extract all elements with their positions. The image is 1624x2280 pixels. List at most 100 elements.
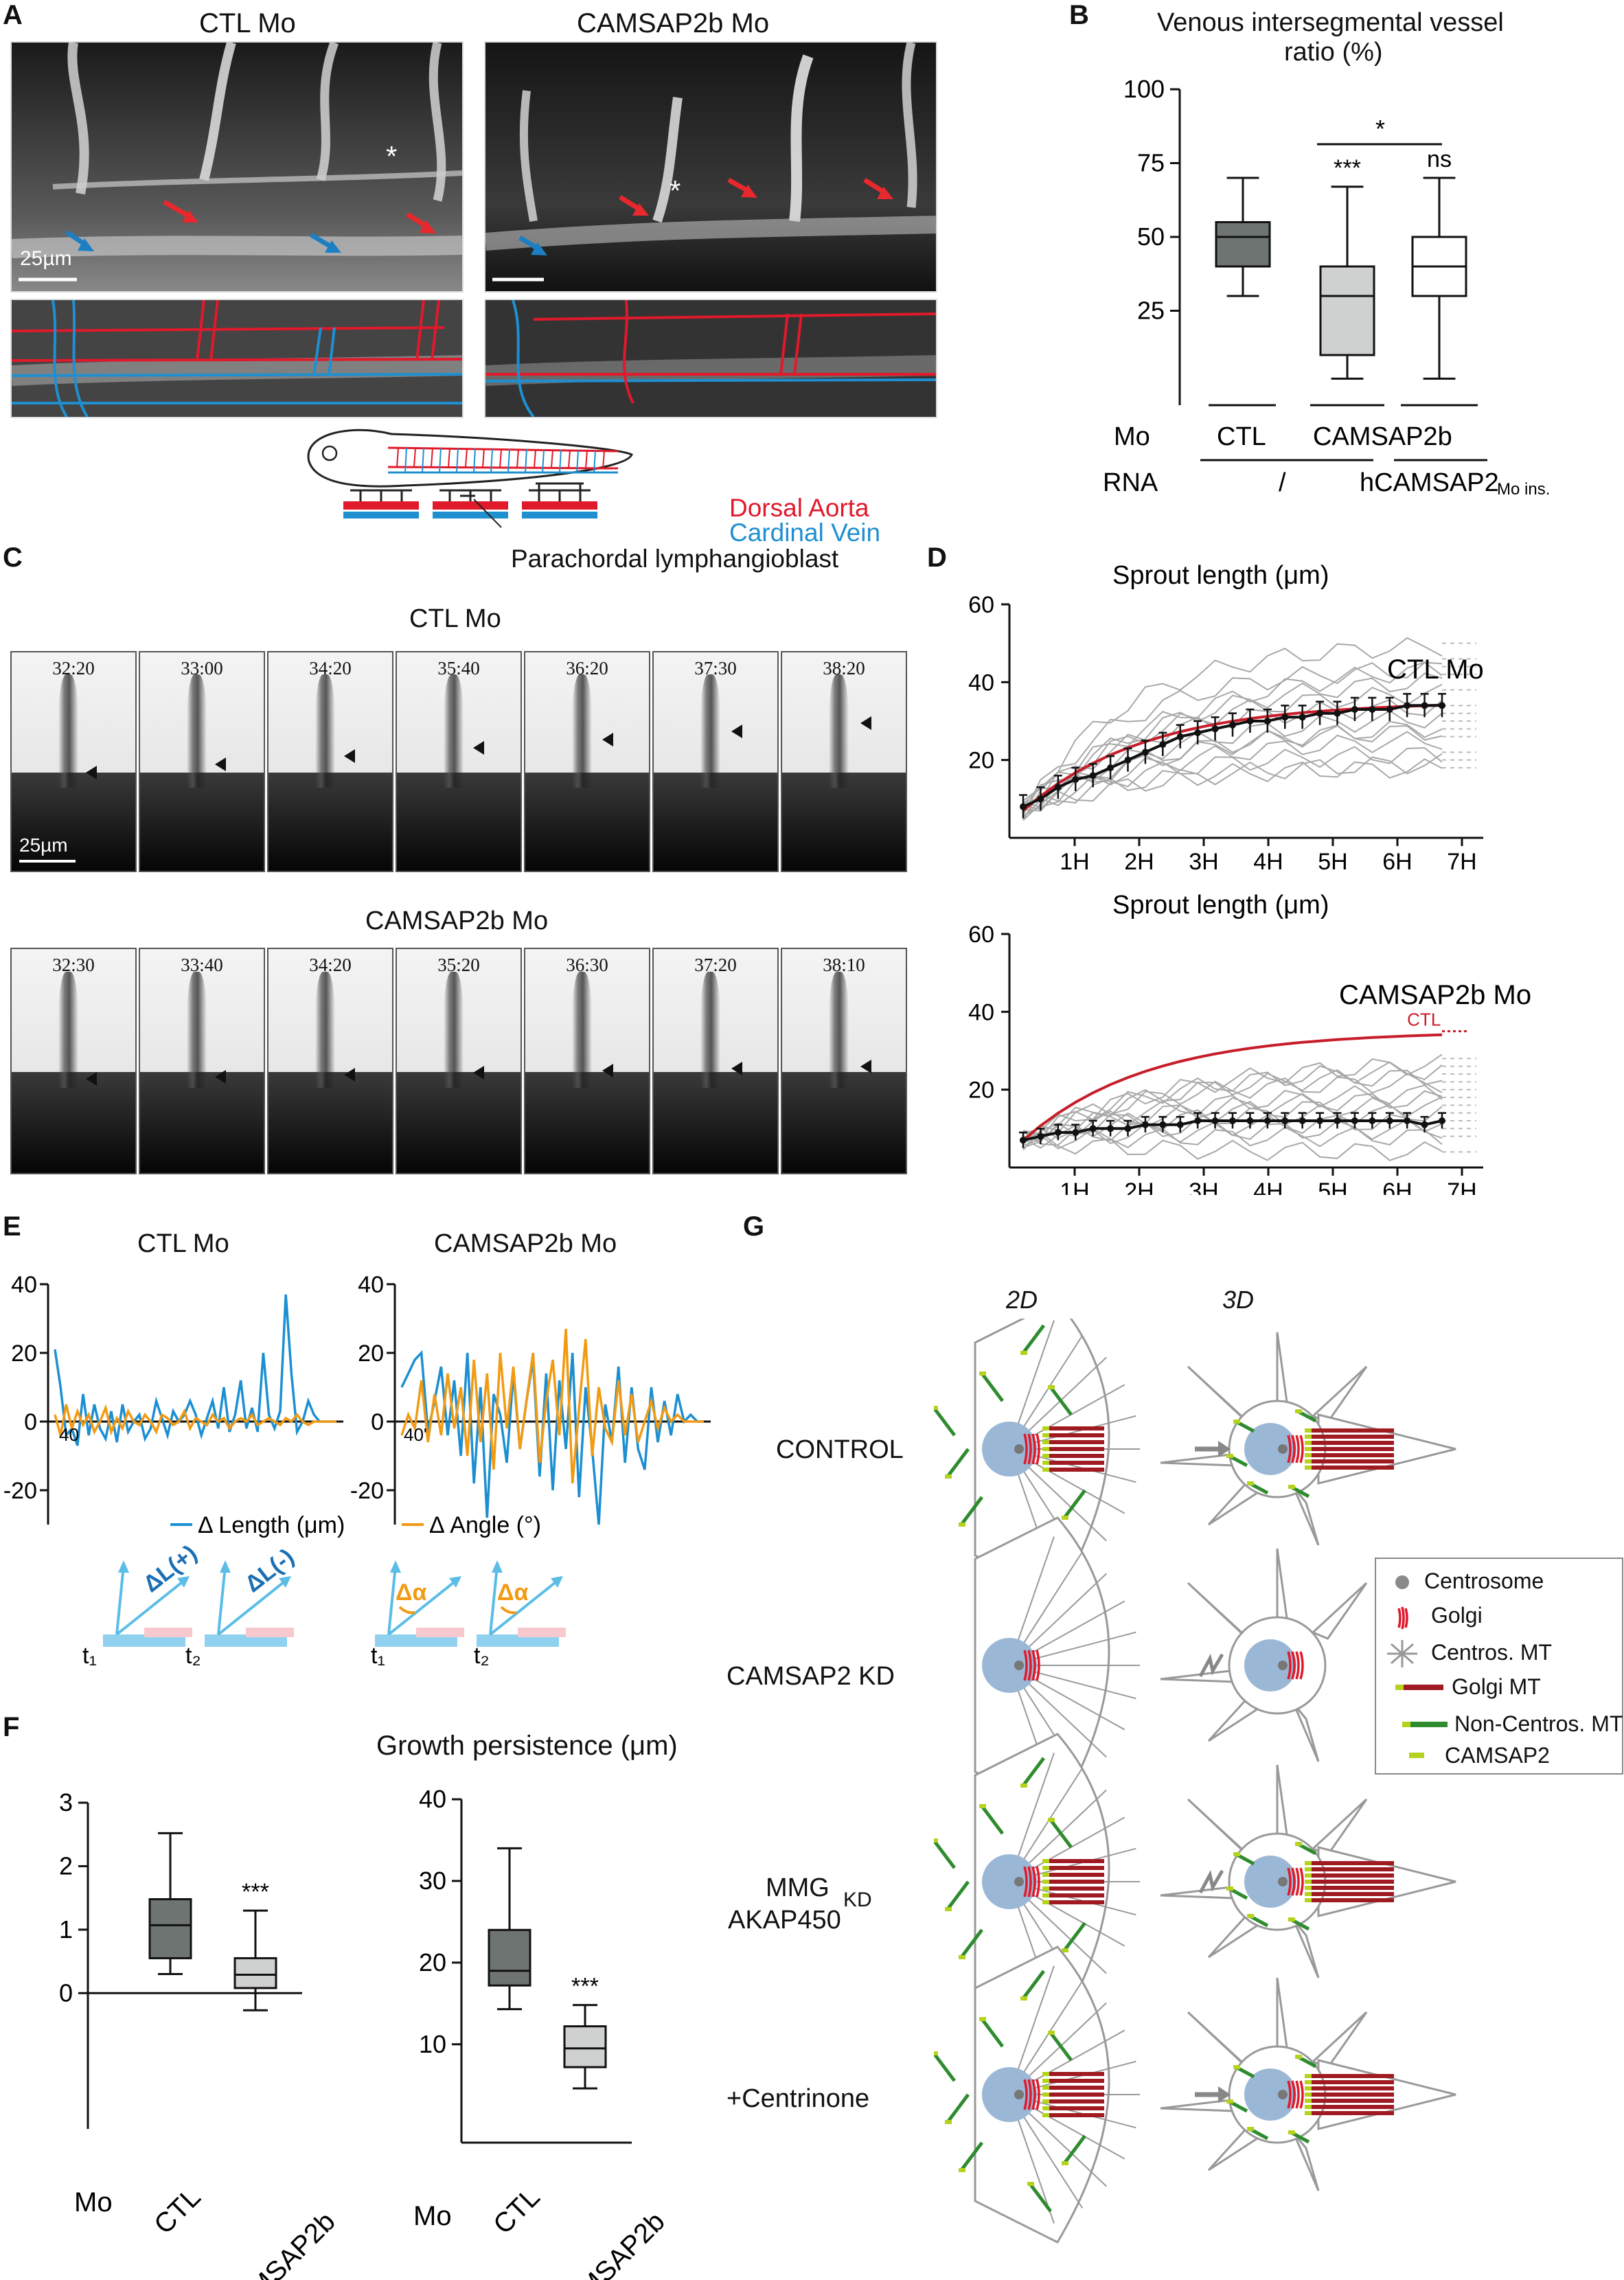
timestamp-label: 34:20 — [309, 955, 352, 975]
chart-title: Sprout length (μm) — [1112, 563, 1329, 590]
camsap2-mark — [1247, 1481, 1254, 1485]
y-tick-label: 20 — [358, 1341, 384, 1367]
mean-point — [1386, 1117, 1393, 1124]
x-tick-label: 7H — [1447, 1178, 1476, 1195]
golgi-mt — [1049, 1880, 1104, 1884]
filopodium — [1276, 1977, 1289, 2054]
y-tick-label: 0 — [59, 1979, 73, 2007]
individual-trace — [1022, 661, 1443, 817]
golgi — [1291, 2080, 1296, 2109]
non-centros-mt — [981, 1372, 1004, 1402]
y-tick-label: 1 — [59, 1915, 73, 1943]
panel-label-c: C — [3, 543, 23, 573]
golgi-mt — [1312, 1428, 1394, 1433]
golgi-mt — [1049, 2086, 1104, 2090]
timestamp-label: 32:30 — [52, 955, 95, 975]
transition-arrowhead — [1218, 1441, 1231, 1457]
nucleus — [1244, 1856, 1296, 1908]
camsap2-mark — [1226, 1886, 1233, 1891]
camsap2-mark — [1226, 2099, 1233, 2104]
angle-arc — [398, 1606, 415, 1615]
schematic-arrowhead — [118, 1560, 129, 1573]
x-row-label-mo: Mo — [74, 2187, 113, 2218]
golgi-mt — [1312, 1898, 1394, 1902]
mean-point — [1263, 718, 1271, 725]
nucleus — [982, 2067, 1037, 2122]
schematic-arrowhead — [220, 1560, 231, 1573]
camsap2-mark — [1042, 1440, 1049, 1444]
timestamp-label: 37:20 — [694, 955, 737, 975]
panel-g-row-mmg-line1: MMG — [766, 1873, 830, 1902]
camsap2-mark — [1305, 1466, 1312, 1470]
x-label-camsap: CAMSAP2b — [216, 2207, 341, 2280]
y-tick-label: 60 — [968, 922, 994, 948]
golgi-mt — [1049, 1461, 1104, 1465]
camsap2-mark — [1042, 2099, 1049, 2104]
camsap2-mark — [1042, 2079, 1049, 2083]
camsap2-mark — [934, 2051, 938, 2055]
timelapse-frame: 37:20 — [652, 948, 779, 1174]
significance-label: ns — [1427, 146, 1452, 172]
t1-label-b: t₁ — [371, 1643, 385, 1669]
centrosome — [1278, 1444, 1288, 1454]
golgi-mt — [1312, 2080, 1394, 2084]
y-tick-label: 25 — [1137, 297, 1165, 325]
mean-point — [1299, 714, 1306, 721]
camsap2-mark — [1062, 1516, 1068, 1520]
non-centros-mt — [1022, 1324, 1045, 1354]
non-centros-mt — [1049, 2031, 1073, 2062]
camsap2-mark — [1305, 1886, 1312, 1890]
mean-point — [1316, 709, 1324, 717]
camsap2-mark — [1048, 2031, 1055, 2035]
timelapse-frame: 38:20 — [781, 651, 907, 872]
x-label-ctl-2: CTL — [488, 2182, 546, 2240]
y-tick-label: -20 — [3, 1478, 37, 1504]
x-label-camsap-2: CAMSAP2b — [546, 2207, 671, 2280]
golgi-mt — [1312, 1453, 1394, 1457]
camsap2-mark — [1042, 2113, 1049, 2117]
mean-point — [1176, 1121, 1184, 1128]
delta-alpha-label: Δα — [396, 1580, 426, 1606]
y-tick-label: 40 — [968, 999, 994, 1025]
camsap2-mark — [1305, 2086, 1312, 2090]
x-tick-label: 1H — [1060, 1178, 1089, 1195]
camsap2-mark — [1305, 1880, 1312, 1884]
timelapse-frame: 33:00 — [139, 651, 265, 872]
box-camsap2b — [233, 1957, 277, 1990]
mean-point — [1316, 1117, 1324, 1124]
micrograph-ctl-traced — [10, 299, 464, 418]
filopodium — [1311, 1582, 1368, 1640]
non-centros-mt — [946, 1880, 970, 1911]
filopodium — [1311, 2011, 1368, 2069]
golgi-mt — [1312, 2099, 1394, 2103]
micrograph-camsap-top: * — [484, 41, 937, 293]
camsap2-mark — [1042, 1859, 1049, 1863]
non-centros-mt — [934, 2052, 956, 2082]
golgi-mt — [1312, 1861, 1394, 1865]
golgi — [1291, 1651, 1296, 1680]
individual-trace — [1022, 1053, 1443, 1151]
y-tick-label: 20 — [11, 1341, 37, 1367]
legend-length-label: Δ Length (μm) — [198, 1512, 345, 1538]
schematic-vector-2 — [115, 1578, 187, 1636]
golgi — [1036, 1650, 1040, 1681]
timestamp-label: 37:30 — [694, 658, 737, 679]
y-tick-label: 0 — [24, 1409, 37, 1435]
golgi-mt — [1312, 2074, 1394, 2078]
significance-label: *** — [242, 1879, 269, 1905]
camsap2-mark — [1305, 1873, 1312, 1878]
x-row-label-rna: RNA — [1103, 468, 1158, 497]
centrosome — [1014, 1661, 1024, 1670]
timestamp-label: 36:20 — [566, 658, 608, 679]
t2-label: t₂ — [185, 1643, 201, 1669]
non-centros-mt — [981, 2018, 1004, 2048]
legend-angle-label: Δ Angle (°) — [429, 1512, 541, 1538]
label-cardinal-vein: Cardinal Vein — [729, 518, 881, 547]
filopodium — [1276, 1764, 1289, 1841]
camsap2-mark — [1295, 1409, 1302, 1413]
panel-c-ctl-title: CTL Mo — [409, 604, 501, 633]
mean-point — [1211, 725, 1219, 733]
timelapse-frame: 37:30 — [652, 651, 779, 872]
golgi — [1291, 1867, 1296, 1896]
